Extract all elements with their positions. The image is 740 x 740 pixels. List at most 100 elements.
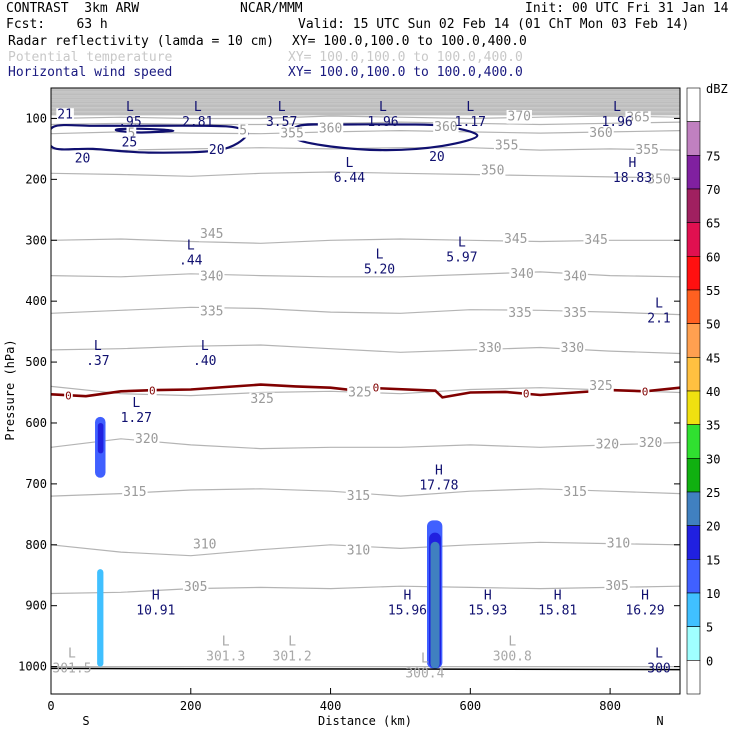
theta-label-bg xyxy=(199,227,225,242)
extremum-marker-L: L xyxy=(126,100,134,115)
theta-label-bg xyxy=(126,127,137,141)
colorbar-swatch xyxy=(686,390,701,425)
theta-label: 355 xyxy=(495,139,518,154)
colorbar-swatch xyxy=(686,188,701,223)
field-reflectivity-name: Radar reflectivity (lamda = 10 cm) xyxy=(8,34,275,49)
y-tick-label: 200 xyxy=(25,172,47,186)
freezing-level-label-bg xyxy=(521,388,531,401)
extremum-marker-H: H xyxy=(152,589,160,604)
x-tick-label: 600 xyxy=(459,699,481,713)
theta-label-bg xyxy=(646,173,672,187)
extremum-marker-L: L xyxy=(278,100,286,115)
theta-label-bg xyxy=(605,536,632,551)
extremum-marker-H: H xyxy=(641,589,649,604)
theta-label-bg xyxy=(134,432,160,447)
theta-label: 310 xyxy=(193,538,216,553)
theta-label: 305 xyxy=(184,580,207,595)
colorbar-level-label: 30 xyxy=(706,452,720,466)
extremum-marker-L: L xyxy=(68,646,76,661)
extremum-marker-L: L xyxy=(288,634,296,649)
wind-label-bg xyxy=(73,152,92,166)
reflectivity-cell-20dbz xyxy=(430,541,440,669)
extremum-value: 5.20 xyxy=(364,263,395,278)
colorbar-level-label: 70 xyxy=(706,183,720,197)
extremum-marker-H: H xyxy=(554,589,562,604)
extremum-value: 15.81 xyxy=(538,604,577,619)
extremum-value: 300 xyxy=(647,661,670,676)
theta-label-bg xyxy=(182,580,209,595)
extremum-value: .37 xyxy=(86,354,109,369)
colorbar-swatch xyxy=(686,87,701,122)
extremum-marker-H: H xyxy=(629,156,637,171)
extremum-marker-L: L xyxy=(201,339,209,354)
theta-label-bg xyxy=(588,379,614,394)
theta-label: 310 xyxy=(347,544,370,559)
freezing-level-label-bg xyxy=(640,386,650,399)
center-title: NCAR/MMM xyxy=(240,1,303,16)
colorbar-level-label: 55 xyxy=(706,284,720,298)
extremum-marker-L: L xyxy=(346,156,354,171)
reflectivity-cell-5dbz xyxy=(97,569,104,667)
wind-label-bg xyxy=(56,108,74,122)
colorbar-level-label: 40 xyxy=(706,385,720,399)
theta-label: 325 xyxy=(250,392,273,407)
wind-label-bg xyxy=(428,150,446,165)
colorbar-swatch xyxy=(686,626,701,661)
extremum-marker-L: L xyxy=(613,100,621,115)
model-title: CONTRAST 3km ARW xyxy=(6,1,140,16)
colorbar-swatch xyxy=(686,323,701,358)
extremum-marker-H: H xyxy=(404,589,412,604)
freezing-level-label-bg xyxy=(64,390,73,403)
theta-label-bg xyxy=(199,270,225,284)
extremum-marker-L: L xyxy=(655,646,663,661)
colorbar-level-label: 25 xyxy=(706,486,720,500)
theta-label-bg xyxy=(122,485,148,500)
colorbar-swatch xyxy=(686,525,701,560)
extremum-marker-L: L xyxy=(376,248,384,263)
y-tick-label: 900 xyxy=(25,599,47,613)
theta-label: 340 xyxy=(510,267,533,282)
x-tick-label: 400 xyxy=(320,699,342,713)
valid-time: Valid: 15 UTC Sun 02 Feb 14 (01 ChT Mon … xyxy=(298,17,690,32)
theta-label-bg xyxy=(503,232,529,247)
theta-label: 350 xyxy=(481,164,504,179)
theta-label-bg xyxy=(345,489,372,504)
y-tick-label: 300 xyxy=(25,233,47,247)
theta-label: 5 xyxy=(239,123,247,138)
theta-label-bg xyxy=(588,126,614,141)
theta-label-bg xyxy=(625,111,651,125)
theta-label: 330 xyxy=(561,341,584,356)
theta-label: 355 xyxy=(280,126,303,141)
theta-label: 325 xyxy=(348,385,371,400)
theta-contour-330 xyxy=(51,344,680,355)
theta-label: 320 xyxy=(135,432,158,447)
colorbar-level-label: 50 xyxy=(706,318,720,332)
theta-label: 320 xyxy=(639,436,662,451)
forecast-hour: Fcst: 63 h xyxy=(6,17,108,32)
y-tick-label: 400 xyxy=(25,294,47,308)
colorbar-swatch xyxy=(686,491,701,526)
theta-label: 5 xyxy=(127,126,135,141)
theta-label-bg xyxy=(317,122,344,136)
colorbar-level-label: 20 xyxy=(706,520,720,534)
wind-label: 20 xyxy=(209,143,225,158)
theta-label-bg xyxy=(192,538,218,552)
theta-contour-355 xyxy=(51,147,680,151)
theta-label: 345 xyxy=(504,232,527,247)
theta-label: 330 xyxy=(478,341,501,356)
freezing-level-label: 0 xyxy=(373,382,380,395)
extremum-value: 3.57 xyxy=(266,115,297,130)
theta-label: 350 xyxy=(647,173,670,188)
extremum-marker-L: L xyxy=(421,651,429,666)
ground-line xyxy=(51,667,680,671)
colorbar-level-label: 65 xyxy=(706,217,720,231)
theta-label: 320 xyxy=(596,438,619,453)
wind-label: 20 xyxy=(429,150,445,165)
x-tick-label: 800 xyxy=(599,699,621,713)
extremum-value: 1.96 xyxy=(601,115,632,130)
wind-label: 21 xyxy=(57,108,73,123)
freezing-level-label: 0 xyxy=(523,388,530,401)
theta-label-bg xyxy=(634,143,660,158)
theta-label-bg xyxy=(199,304,225,319)
colorbar-level-label: 15 xyxy=(706,553,720,567)
